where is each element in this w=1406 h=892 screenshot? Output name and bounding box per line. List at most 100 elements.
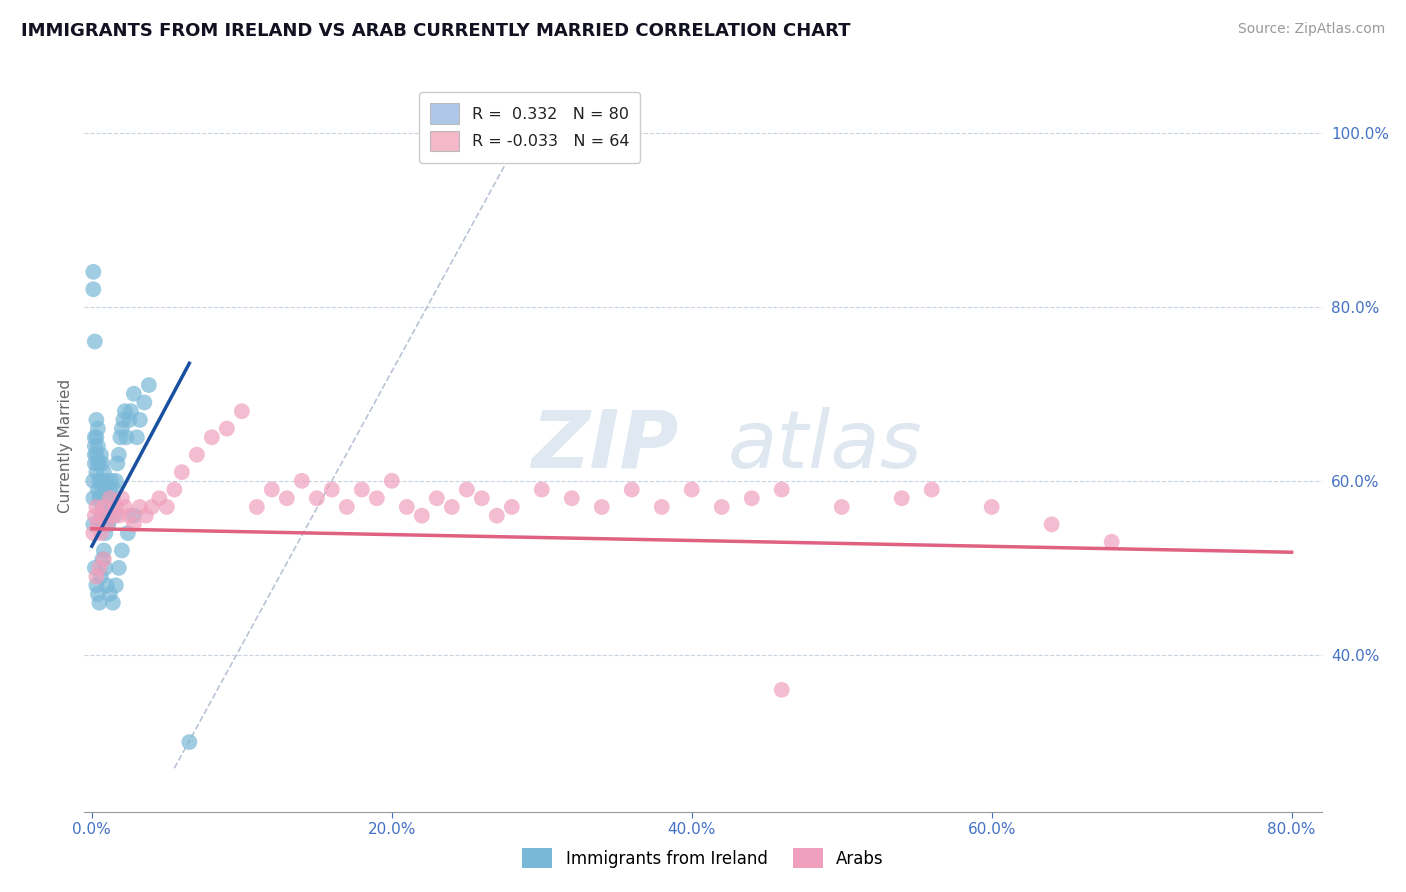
Point bbox=[94, 526, 117, 541]
Point bbox=[91, 552, 114, 566]
Point bbox=[336, 500, 359, 514]
Point bbox=[96, 578, 118, 592]
Point bbox=[366, 491, 388, 506]
Point bbox=[471, 491, 494, 506]
Point bbox=[134, 395, 156, 409]
Point bbox=[1040, 517, 1063, 532]
Point bbox=[921, 483, 943, 497]
Point bbox=[87, 439, 110, 453]
Point bbox=[96, 517, 118, 532]
Point bbox=[186, 448, 208, 462]
Point bbox=[260, 483, 283, 497]
Point bbox=[97, 491, 120, 506]
Point bbox=[101, 491, 124, 506]
Point bbox=[90, 491, 112, 506]
Point bbox=[440, 500, 463, 514]
Point bbox=[651, 500, 673, 514]
Point bbox=[94, 561, 117, 575]
Point bbox=[1101, 534, 1123, 549]
Point bbox=[890, 491, 912, 506]
Point bbox=[179, 735, 201, 749]
Point bbox=[82, 526, 104, 541]
Point bbox=[108, 508, 131, 523]
Point bbox=[93, 500, 115, 514]
Point bbox=[501, 500, 523, 514]
Point bbox=[97, 517, 120, 532]
Point bbox=[111, 543, 134, 558]
Point bbox=[120, 404, 142, 418]
Point bbox=[87, 457, 110, 471]
Point bbox=[101, 508, 124, 523]
Point bbox=[561, 491, 583, 506]
Point bbox=[89, 517, 111, 532]
Point bbox=[591, 500, 613, 514]
Point bbox=[100, 474, 122, 488]
Point bbox=[395, 500, 418, 514]
Point bbox=[122, 386, 145, 401]
Point bbox=[620, 483, 643, 497]
Legend: R =  0.332   N = 80, R = -0.033   N = 64: R = 0.332 N = 80, R = -0.033 N = 64 bbox=[419, 92, 641, 162]
Point bbox=[90, 474, 112, 488]
Point bbox=[89, 491, 111, 506]
Point bbox=[91, 457, 114, 471]
Point bbox=[93, 508, 115, 523]
Point bbox=[530, 483, 553, 497]
Point bbox=[111, 421, 134, 435]
Point bbox=[115, 430, 138, 444]
Point bbox=[86, 413, 108, 427]
Point bbox=[93, 491, 115, 506]
Point bbox=[135, 508, 157, 523]
Point bbox=[110, 430, 132, 444]
Point bbox=[163, 483, 186, 497]
Point bbox=[231, 404, 253, 418]
Point bbox=[90, 569, 112, 583]
Point bbox=[103, 508, 125, 523]
Point bbox=[122, 517, 145, 532]
Point bbox=[86, 578, 108, 592]
Point bbox=[128, 413, 150, 427]
Point bbox=[411, 508, 433, 523]
Point bbox=[118, 508, 141, 523]
Point bbox=[83, 439, 105, 453]
Point bbox=[111, 491, 134, 506]
Point bbox=[94, 508, 117, 523]
Point bbox=[87, 587, 110, 601]
Point bbox=[98, 587, 121, 601]
Point bbox=[83, 457, 105, 471]
Point bbox=[94, 483, 117, 497]
Point bbox=[125, 430, 148, 444]
Point bbox=[93, 543, 115, 558]
Point bbox=[710, 500, 733, 514]
Point bbox=[108, 448, 131, 462]
Point bbox=[82, 282, 104, 296]
Point bbox=[170, 465, 193, 479]
Point bbox=[305, 491, 328, 506]
Point bbox=[128, 500, 150, 514]
Point bbox=[117, 526, 139, 541]
Point bbox=[89, 474, 111, 488]
Point bbox=[122, 508, 145, 523]
Point bbox=[112, 413, 135, 427]
Text: ZIP: ZIP bbox=[531, 407, 678, 485]
Point bbox=[83, 561, 105, 575]
Point bbox=[87, 483, 110, 497]
Point bbox=[83, 508, 105, 523]
Point bbox=[90, 526, 112, 541]
Point bbox=[276, 491, 298, 506]
Text: IMMIGRANTS FROM IRELAND VS ARAB CURRENTLY MARRIED CORRELATION CHART: IMMIGRANTS FROM IRELAND VS ARAB CURRENTL… bbox=[21, 22, 851, 40]
Point bbox=[93, 552, 115, 566]
Point bbox=[321, 483, 343, 497]
Point bbox=[350, 483, 373, 497]
Point bbox=[101, 596, 124, 610]
Point bbox=[980, 500, 1002, 514]
Point bbox=[141, 500, 163, 514]
Point bbox=[93, 465, 115, 479]
Point bbox=[90, 448, 112, 462]
Point bbox=[201, 430, 224, 444]
Point bbox=[82, 517, 104, 532]
Point bbox=[89, 561, 111, 575]
Point bbox=[86, 465, 108, 479]
Point bbox=[98, 491, 121, 506]
Point bbox=[86, 448, 108, 462]
Y-axis label: Currently Married: Currently Married bbox=[58, 379, 73, 513]
